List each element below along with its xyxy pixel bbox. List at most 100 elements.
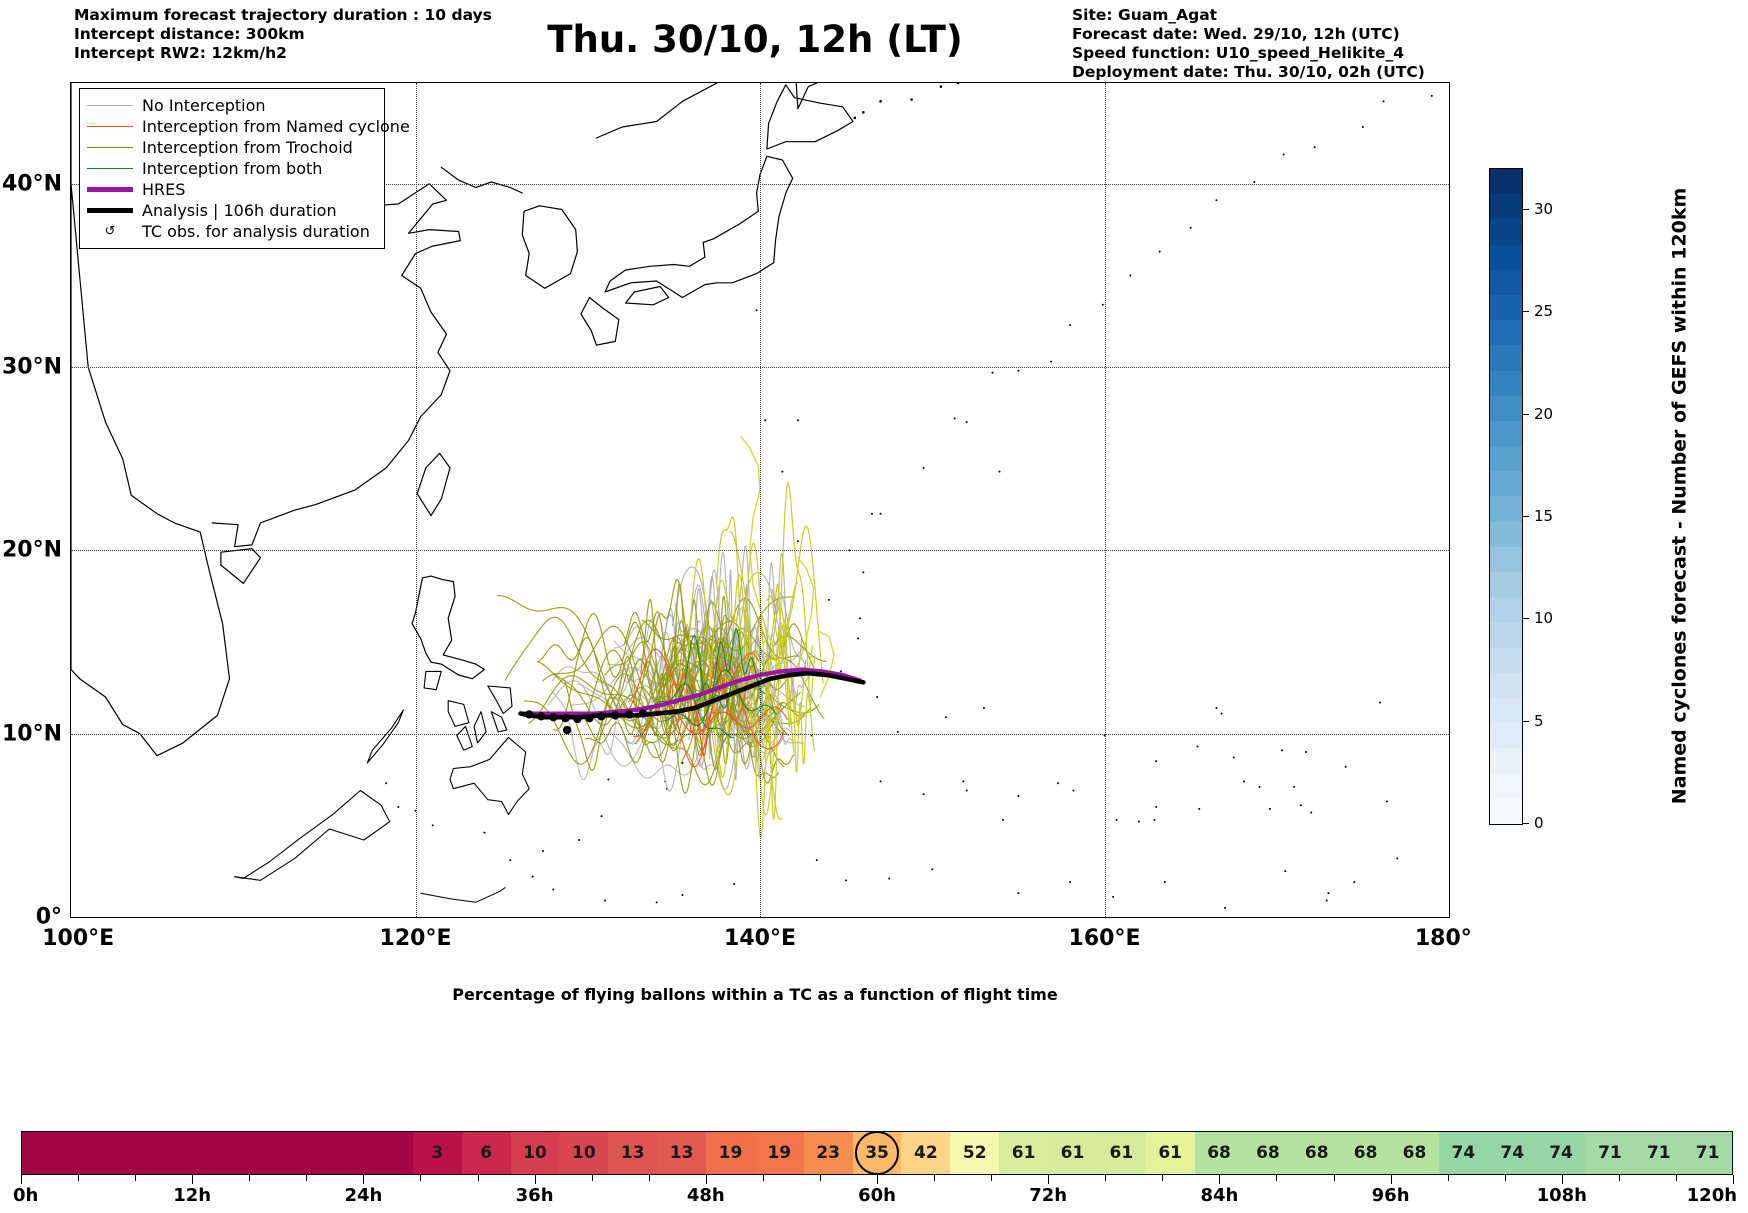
legend-item-3[interactable]: Interception from both [86, 158, 376, 179]
time-axis-minor-tick [1504, 1175, 1506, 1181]
time-axis-minor-tick [1162, 1175, 1164, 1181]
percentage-cell-0[interactable] [22, 1132, 413, 1174]
percentage-cell-17[interactable]: 68 [1194, 1132, 1244, 1174]
coastline [234, 789, 391, 881]
percentage-cell-20[interactable]: 68 [1341, 1132, 1391, 1174]
island-dot [1430, 94, 1433, 97]
island-dot [1232, 756, 1235, 759]
time-axis-tick [363, 1175, 365, 1184]
coastline [440, 166, 523, 194]
coastline [521, 205, 578, 289]
coastline [487, 685, 513, 715]
island-dot [888, 877, 891, 880]
colorbar-segment [1490, 622, 1522, 648]
colorbar-segment [1490, 748, 1522, 774]
tc-observation-marker [537, 712, 546, 721]
island-dot [896, 730, 899, 733]
island-dot [1280, 749, 1283, 752]
percentage-cell-9[interactable]: 23 [803, 1132, 853, 1174]
percentage-cell-25[interactable]: 71 [1585, 1132, 1635, 1174]
legend-line-icon [87, 187, 133, 192]
percentage-cell-3[interactable]: 10 [510, 1132, 560, 1174]
legend-item-6[interactable]: ↺ TC obs. for analysis duration [86, 221, 376, 242]
legend-line-icon [87, 105, 133, 106]
colorbar-segment [1490, 194, 1522, 220]
percentage-cell-22[interactable]: 74 [1438, 1132, 1488, 1174]
percentage-cell-21[interactable]: 68 [1390, 1132, 1439, 1174]
time-axis-minor-tick [477, 1175, 479, 1181]
island-dot [1158, 250, 1161, 253]
island-dot [1396, 857, 1399, 860]
island-dot [541, 850, 544, 853]
island-dot [397, 806, 400, 809]
gridline-horizontal [71, 367, 1449, 369]
time-axis-label: 24h [344, 1185, 383, 1206]
map-legend[interactable]: No Interception Interception from Named c… [79, 88, 410, 249]
legend-item-0[interactable]: No Interception [86, 95, 376, 116]
percentage-cell-label: 74 [1451, 1143, 1476, 1163]
percentage-cell-2[interactable]: 6 [461, 1132, 511, 1174]
time-axis-label: 0h [13, 1185, 39, 1206]
percentage-cell-11[interactable]: 42 [901, 1132, 951, 1174]
percentage-cell-26[interactable]: 71 [1634, 1132, 1684, 1174]
percentage-cell-6[interactable]: 13 [657, 1132, 707, 1174]
legend-item-label: Interception from Trochoid [142, 138, 353, 157]
percentage-cell-7[interactable]: 19 [706, 1132, 755, 1174]
header-right-line-3: Deployment date: Thu. 30/10, 02h (UTC) [1072, 63, 1425, 81]
legend-swatch [86, 105, 134, 106]
percentage-cell-12[interactable]: 52 [950, 1132, 1000, 1174]
colorbar-tick-label: 30 [1534, 199, 1554, 218]
legend-item-1[interactable]: Interception from Named cyclone [86, 116, 410, 137]
time-axis-tick [192, 1175, 194, 1184]
island-dot [1137, 820, 1140, 823]
forecast-trajectory [504, 616, 820, 727]
percentage-cell-10[interactable]: 35 [852, 1131, 902, 1175]
legend-swatch [86, 187, 134, 192]
percentage-cell-5[interactable]: 13 [608, 1132, 658, 1174]
colorbar-segment [1490, 345, 1522, 371]
percentage-cell-15[interactable]: 61 [1096, 1132, 1146, 1174]
colorbar-tick-label: 20 [1534, 404, 1554, 423]
colorbar-tick-mark [1522, 720, 1529, 722]
island-dot [965, 789, 968, 792]
percentage-cell-27[interactable]: 71 [1683, 1132, 1733, 1174]
tc-observation-marker [549, 713, 558, 722]
colorbar-segment [1490, 597, 1522, 623]
colorbar-segment [1490, 572, 1522, 598]
forecast-trajectory [664, 669, 777, 727]
percentage-cell-label: 13 [620, 1143, 645, 1163]
map-plot-area[interactable] [70, 82, 1450, 918]
island-dot [1163, 881, 1166, 884]
legend-line-icon [87, 208, 133, 213]
legend-swatch [86, 208, 134, 213]
percentage-cell-19[interactable]: 68 [1292, 1132, 1342, 1174]
percentage-cell-13[interactable]: 61 [999, 1132, 1049, 1174]
legend-item-5[interactable]: Analysis | 106h duration [86, 200, 376, 221]
island-dot [870, 512, 873, 515]
percentage-cell-23[interactable]: 74 [1487, 1132, 1537, 1174]
gridline-vertical [760, 83, 761, 917]
forecast-trajectory [520, 667, 863, 716]
percentage-bar-axis: 0h 12h 24h 36h 48h 60h 72h 84h 96h 108h 120h [13, 1175, 1737, 1211]
coastline [490, 711, 508, 733]
island-dot [853, 116, 857, 120]
percentage-cell-1[interactable]: 3 [412, 1132, 462, 1174]
percentage-cell-8[interactable]: 19 [754, 1132, 804, 1174]
percentage-cell-24[interactable]: 74 [1536, 1132, 1586, 1174]
legend-item-4[interactable]: HRES [86, 179, 376, 200]
colorbar-segment [1490, 697, 1522, 724]
percentage-bar[interactable]: 3 6 10 10 13 13 19 19 23 35 42 52 61 61 61 61 68 68 68 68 68… [21, 1131, 1733, 1175]
island-dot [962, 780, 965, 783]
legend-item-2[interactable]: Interception from Trochoid [86, 137, 376, 158]
time-axis-minor-tick [306, 1175, 308, 1181]
percentage-cell-4[interactable]: 10 [559, 1132, 609, 1174]
forecast-trajectory [793, 557, 815, 676]
gefs-colorbar [1489, 168, 1523, 825]
percentage-cell-14[interactable]: 61 [1048, 1132, 1097, 1174]
percentage-cell-18[interactable]: 68 [1243, 1132, 1293, 1174]
percentage-cell-16[interactable]: 61 [1145, 1132, 1195, 1174]
island-dot [733, 883, 736, 886]
colorbar-segment [1490, 546, 1522, 572]
island-dot [827, 598, 830, 601]
island-dot [1344, 765, 1347, 768]
